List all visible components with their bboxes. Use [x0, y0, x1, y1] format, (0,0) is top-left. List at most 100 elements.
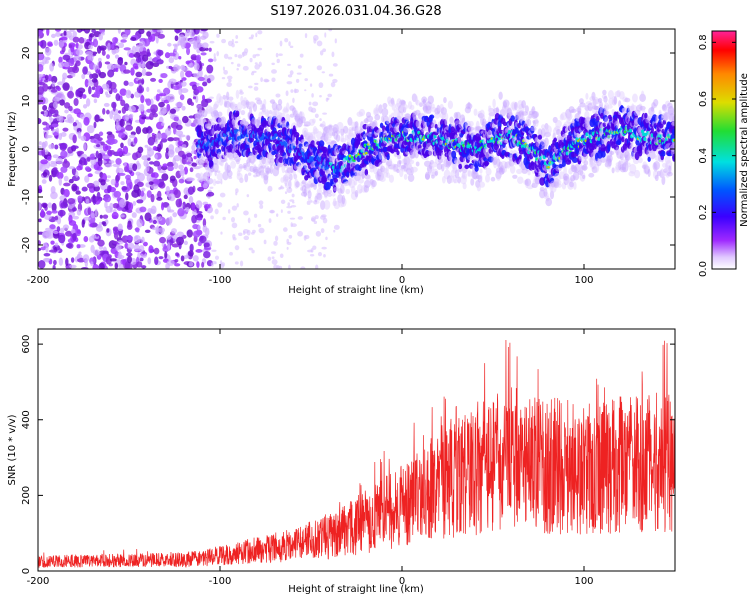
spectrogram-noise-blob: [64, 102, 71, 109]
spectrogram-noise-blob: [107, 137, 115, 146]
spectrogram-halo: [217, 111, 223, 117]
spectrogram-halo: [573, 181, 577, 190]
spectrogram-halo: [207, 178, 214, 185]
spectrogram-noise-blob: [110, 43, 115, 50]
spectrogram-noise-blob: [208, 47, 212, 52]
spectrogram-halo: [485, 174, 491, 183]
spectrogram-halo: [401, 103, 408, 110]
spectrogram-noise-blob: [197, 186, 204, 192]
spectrogram-noise-blob: [165, 186, 171, 194]
spectrogram-halo: [443, 97, 447, 104]
spectrogram-noise-blob: [41, 179, 47, 184]
spectrogram-noise-blob: [167, 52, 176, 57]
spectrogram-noise-blob: [108, 160, 115, 164]
spectrogram-noise-blob: [160, 138, 168, 143]
spectrogram-halo: [374, 114, 381, 121]
spectrogram-halo: [543, 187, 548, 197]
spectrogram-noise-blob: [174, 44, 178, 52]
spectrogram-halo: [527, 170, 531, 176]
spectrogram-noise-blob: [97, 57, 102, 63]
spectrogram-ridge-blob: [235, 110, 240, 117]
spectrogram-noise-blob: [76, 208, 82, 216]
spectrogram-noise-blob: [150, 183, 159, 190]
spectrogram-noise-blob: [219, 192, 226, 198]
spectrogram-noise-blob: [53, 39, 59, 46]
spectrogram-noise-blob: [202, 224, 208, 233]
spectrogram-halo: [409, 104, 415, 111]
spectrogram-noise-blob: [231, 39, 234, 44]
spectrogram-noise-blob: [139, 40, 146, 49]
spectrogram-noise-blob: [260, 77, 263, 83]
spectrogram-noise-blob: [63, 182, 71, 187]
spectrogram-noise-blob: [254, 82, 259, 85]
spectrogram-noise-blob: [250, 34, 254, 38]
spectrogram-noise-blob: [169, 216, 173, 224]
spectrogram-noise-blob: [228, 96, 234, 101]
spectrogram-halo: [263, 172, 269, 181]
spectrogram-noise-blob: [222, 66, 225, 71]
spectrogram-noise-blob: [71, 183, 78, 192]
spectrogram-halo: [613, 96, 618, 105]
spectrogram-noise-blob: [275, 93, 281, 98]
spectrogram-noise-blob: [314, 215, 319, 220]
spectrogram-halo: [397, 154, 402, 160]
spectrogram-halo: [557, 183, 562, 188]
spectrogram-noise-blob: [312, 101, 319, 107]
spectrogram-noise-blob: [178, 164, 184, 170]
spectrogram-noise-blob: [99, 221, 103, 226]
spectrogram-halo: [284, 178, 289, 189]
spectrogram-halo: [307, 190, 312, 199]
spectrogram-noise-blob: [123, 80, 129, 86]
spectrogram-noise-blob: [234, 245, 240, 251]
spectrogram-noise-blob: [125, 89, 132, 99]
spectrogram-halo: [582, 174, 586, 180]
spectrogram-noise-blob: [116, 124, 122, 131]
spectrogram-halo: [240, 95, 244, 104]
spectrogram-halo: [381, 107, 389, 117]
spectrogram-noise-blob: [291, 201, 295, 204]
spectrogram-noise-blob: [234, 41, 239, 44]
spectrogram-halo: [288, 179, 292, 189]
spectrogram-noise-blob: [166, 235, 172, 240]
spectrogram-noise-blob: [293, 88, 297, 94]
spectrogram-noise-blob: [155, 93, 160, 102]
spectrogram-noise-blob: [197, 217, 203, 221]
spectrogram-noise-blob: [311, 93, 314, 98]
spectrogram-noise-blob: [180, 255, 185, 262]
spectrogram-noise-blob: [147, 208, 153, 214]
spectrogram-noise-blob: [239, 89, 243, 93]
spectrogram-halo: [292, 169, 296, 177]
spectrogram-noise-blob: [95, 144, 101, 148]
spectrogram-noise-blob: [332, 78, 338, 83]
spectrogram-noise-blob: [125, 124, 133, 131]
spectrogram-halo: [583, 160, 589, 166]
spectrogram-noise-blob: [97, 137, 103, 141]
spectrogram-noise-blob: [140, 253, 147, 259]
spectrogram-noise-blob: [50, 88, 58, 93]
spectrogram-noise-blob: [196, 82, 200, 86]
spectrogram-noise-blob: [75, 49, 84, 56]
spectrogram-noise-blob: [186, 29, 194, 34]
spectrogram-noise-blob: [248, 36, 254, 40]
spectrogram-noise-blob: [81, 73, 86, 80]
spectrogram-ridge-blob: [607, 143, 611, 153]
spectrogram-noise-blob: [84, 259, 88, 268]
spectrogram-halo: [250, 156, 255, 166]
spectrogram-noise-blob: [197, 76, 205, 82]
spectrogram-noise-blob: [156, 59, 164, 65]
spectrogram-noise-blob: [164, 251, 168, 259]
spectrogram-noise-blob: [76, 150, 84, 155]
spectrogram-noise-blob: [58, 56, 63, 64]
spectrogram-noise-blob: [70, 228, 76, 235]
spectrogram-noise-blob: [144, 144, 149, 148]
spectrogram-noise-blob: [43, 253, 51, 257]
spectrogram-noise-blob: [296, 72, 302, 75]
spectrogram-noise-blob: [128, 81, 134, 87]
spectrogram-noise-blob: [78, 44, 83, 50]
spectrogram-noise-blob: [164, 128, 172, 136]
spectrogram-halo: [230, 101, 236, 111]
spectrogram-noise-blob: [133, 184, 140, 194]
spectrogram-noise-blob: [133, 234, 141, 244]
spectrogram-noise-blob: [38, 86, 45, 95]
spectrogram-noise-blob: [106, 63, 115, 71]
